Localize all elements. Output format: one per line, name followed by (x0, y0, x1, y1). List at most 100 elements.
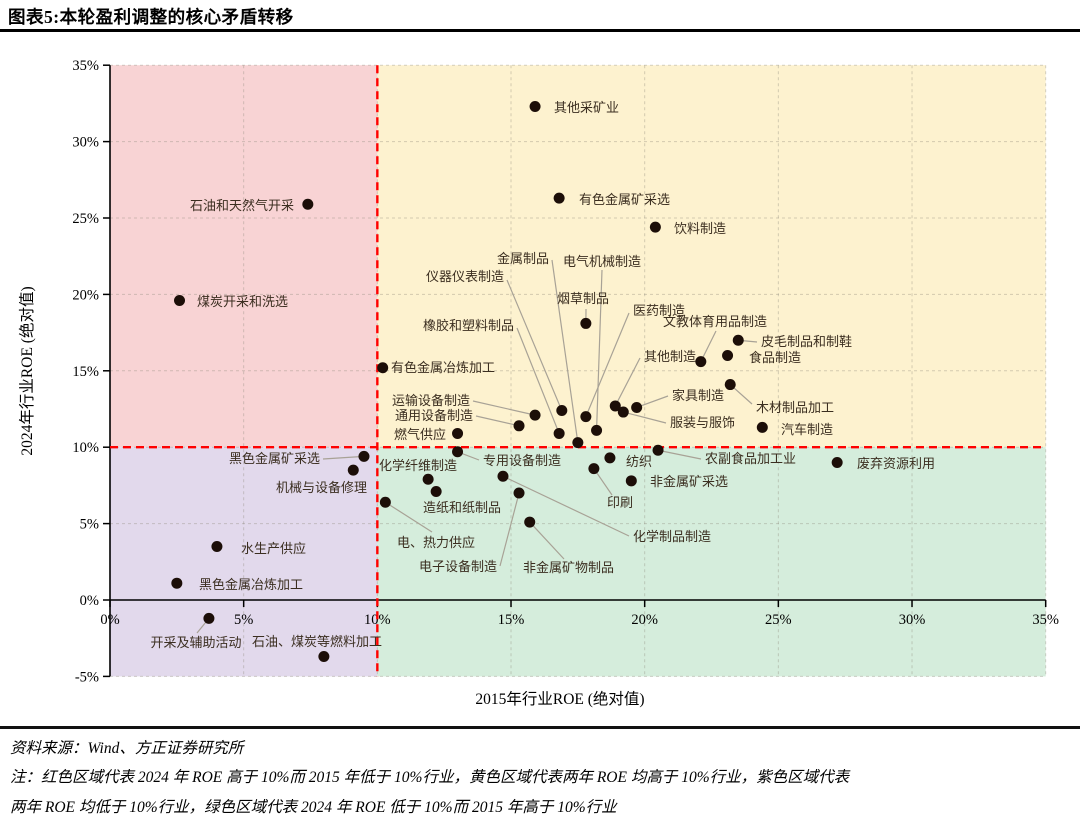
point-label: 家具制造 (672, 388, 724, 403)
data-point (604, 452, 616, 464)
figure-title: 图表5:本轮盈利调整的核心矛盾转移 (8, 7, 294, 27)
data-point (591, 424, 603, 436)
leader-line (506, 279, 563, 411)
data-point (652, 444, 664, 456)
point-label: 汽车制造 (781, 422, 833, 437)
y-tick-label: 25% (72, 211, 99, 227)
data-point (497, 470, 509, 482)
data-point (529, 100, 541, 112)
data-point (588, 463, 600, 475)
data-point (422, 473, 434, 485)
data-point (695, 356, 707, 368)
point-label: 食品制造 (749, 350, 801, 365)
y-tick-label: 5% (80, 517, 99, 533)
data-point (649, 221, 661, 233)
data-point (831, 456, 843, 468)
quadrant-top-right (377, 65, 1046, 448)
point-label: 化学制品制造 (633, 529, 711, 544)
x-tick-label: 15% (498, 612, 525, 628)
quadrant-top-left (110, 65, 378, 448)
point-label: 木材制品加工 (756, 400, 834, 415)
data-point (358, 450, 370, 462)
data-point (724, 379, 736, 391)
point-label: 金属制品 (497, 251, 549, 266)
data-point (756, 421, 768, 433)
data-point (625, 475, 637, 487)
data-point (430, 486, 442, 498)
point-label: 运输设备制造 (392, 393, 470, 408)
point-label: 文教体育用品制造 (663, 314, 767, 329)
quadrant-bottom-right (377, 447, 1046, 677)
y-tick-label: -5% (75, 669, 99, 685)
x-tick-label: 25% (765, 612, 792, 628)
leader-line (595, 269, 603, 431)
leader-line (516, 327, 560, 434)
data-point (377, 362, 389, 374)
data-point (580, 411, 592, 423)
point-label: 其他制造 (644, 349, 696, 364)
point-label: 有色金属冶炼加工 (391, 360, 495, 375)
point-label: 废弃资源利用 (857, 456, 935, 471)
point-label: 通用设备制造 (395, 408, 473, 423)
quadrant-bottom-left (110, 447, 378, 677)
data-point (722, 350, 734, 362)
x-tick-label: 20% (631, 612, 658, 628)
x-tick-label: 5% (234, 612, 253, 628)
point-label: 电气机械制造 (563, 254, 641, 269)
data-point (211, 541, 223, 553)
point-label: 烟草制品 (557, 291, 609, 306)
point-label: 印刷 (607, 495, 633, 510)
point-label: 石油、煤炭等燃料加工 (252, 634, 382, 649)
point-label: 石油和天然气开采 (190, 198, 294, 213)
leader-line (529, 521, 565, 560)
leader-line (585, 312, 630, 417)
leader-line (623, 411, 667, 424)
y-tick-label: 10% (72, 440, 99, 456)
leader-line (502, 475, 630, 537)
data-point (513, 420, 525, 432)
leader-line (657, 449, 702, 460)
point-label: 燃气供应 (394, 427, 446, 442)
point-label: 非金属矿物制品 (523, 560, 614, 575)
point-label: 饮料制造 (674, 221, 726, 236)
y-axis-title: 2024年行业ROE (绝对值) (18, 286, 36, 455)
point-label: 纺织 (626, 454, 652, 469)
footer-rule (0, 726, 1080, 729)
data-point (732, 334, 744, 346)
chart-layers: 0% 5% 10% 15% 20% 25% 30% 35% -5% 0% 5% 10% 15% 20% 25… (72, 58, 1059, 685)
point-label: 开采及辅助活动 (150, 635, 241, 650)
point-label: 机械与设备修理 (276, 480, 367, 495)
point-label: 黑色金属矿采选 (229, 451, 320, 466)
data-point (174, 295, 186, 307)
data-point (556, 405, 568, 417)
data-point (580, 317, 592, 329)
title-rule (0, 29, 1080, 32)
point-label: 医药制造 (633, 303, 685, 318)
note-block: 注：红色区域代表 2024 年 ROE 高于 10%而 2015 年低于 10%… (10, 763, 1072, 823)
y-tick-label: 20% (72, 287, 99, 303)
data-point (347, 464, 359, 476)
data-point (302, 198, 314, 210)
data-point (529, 409, 541, 421)
data-point (513, 487, 525, 499)
leader-line (551, 259, 579, 443)
data-point (171, 577, 183, 589)
point-label: 电子设备制造 (419, 559, 497, 574)
point-label: 电、热力供应 (397, 535, 475, 550)
x-tick-label: 10% (364, 612, 391, 628)
data-point (379, 496, 391, 508)
point-label: 仪器仪表制造 (426, 269, 504, 284)
point-label: 造纸和纸制品 (423, 500, 501, 515)
x-axis-title: 2015年行业ROE (绝对值) (475, 690, 644, 708)
x-tick-label: 0% (100, 612, 119, 628)
y-tick-label: 35% (72, 58, 99, 74)
data-point (553, 192, 565, 204)
data-point (631, 401, 643, 413)
point-label: 水生产供应 (241, 541, 306, 556)
leader-line (322, 455, 365, 460)
point-label: 黑色金属冶炼加工 (199, 577, 303, 592)
y-tick-label: 0% (80, 593, 99, 609)
data-point (609, 400, 621, 412)
leader-line (700, 330, 717, 362)
roe-scatter-chart: 0% 5% 10% 15% 20% 25% 30% 35% -5% 0% 5% 10% 15% 20% 25… (18, 58, 1059, 708)
